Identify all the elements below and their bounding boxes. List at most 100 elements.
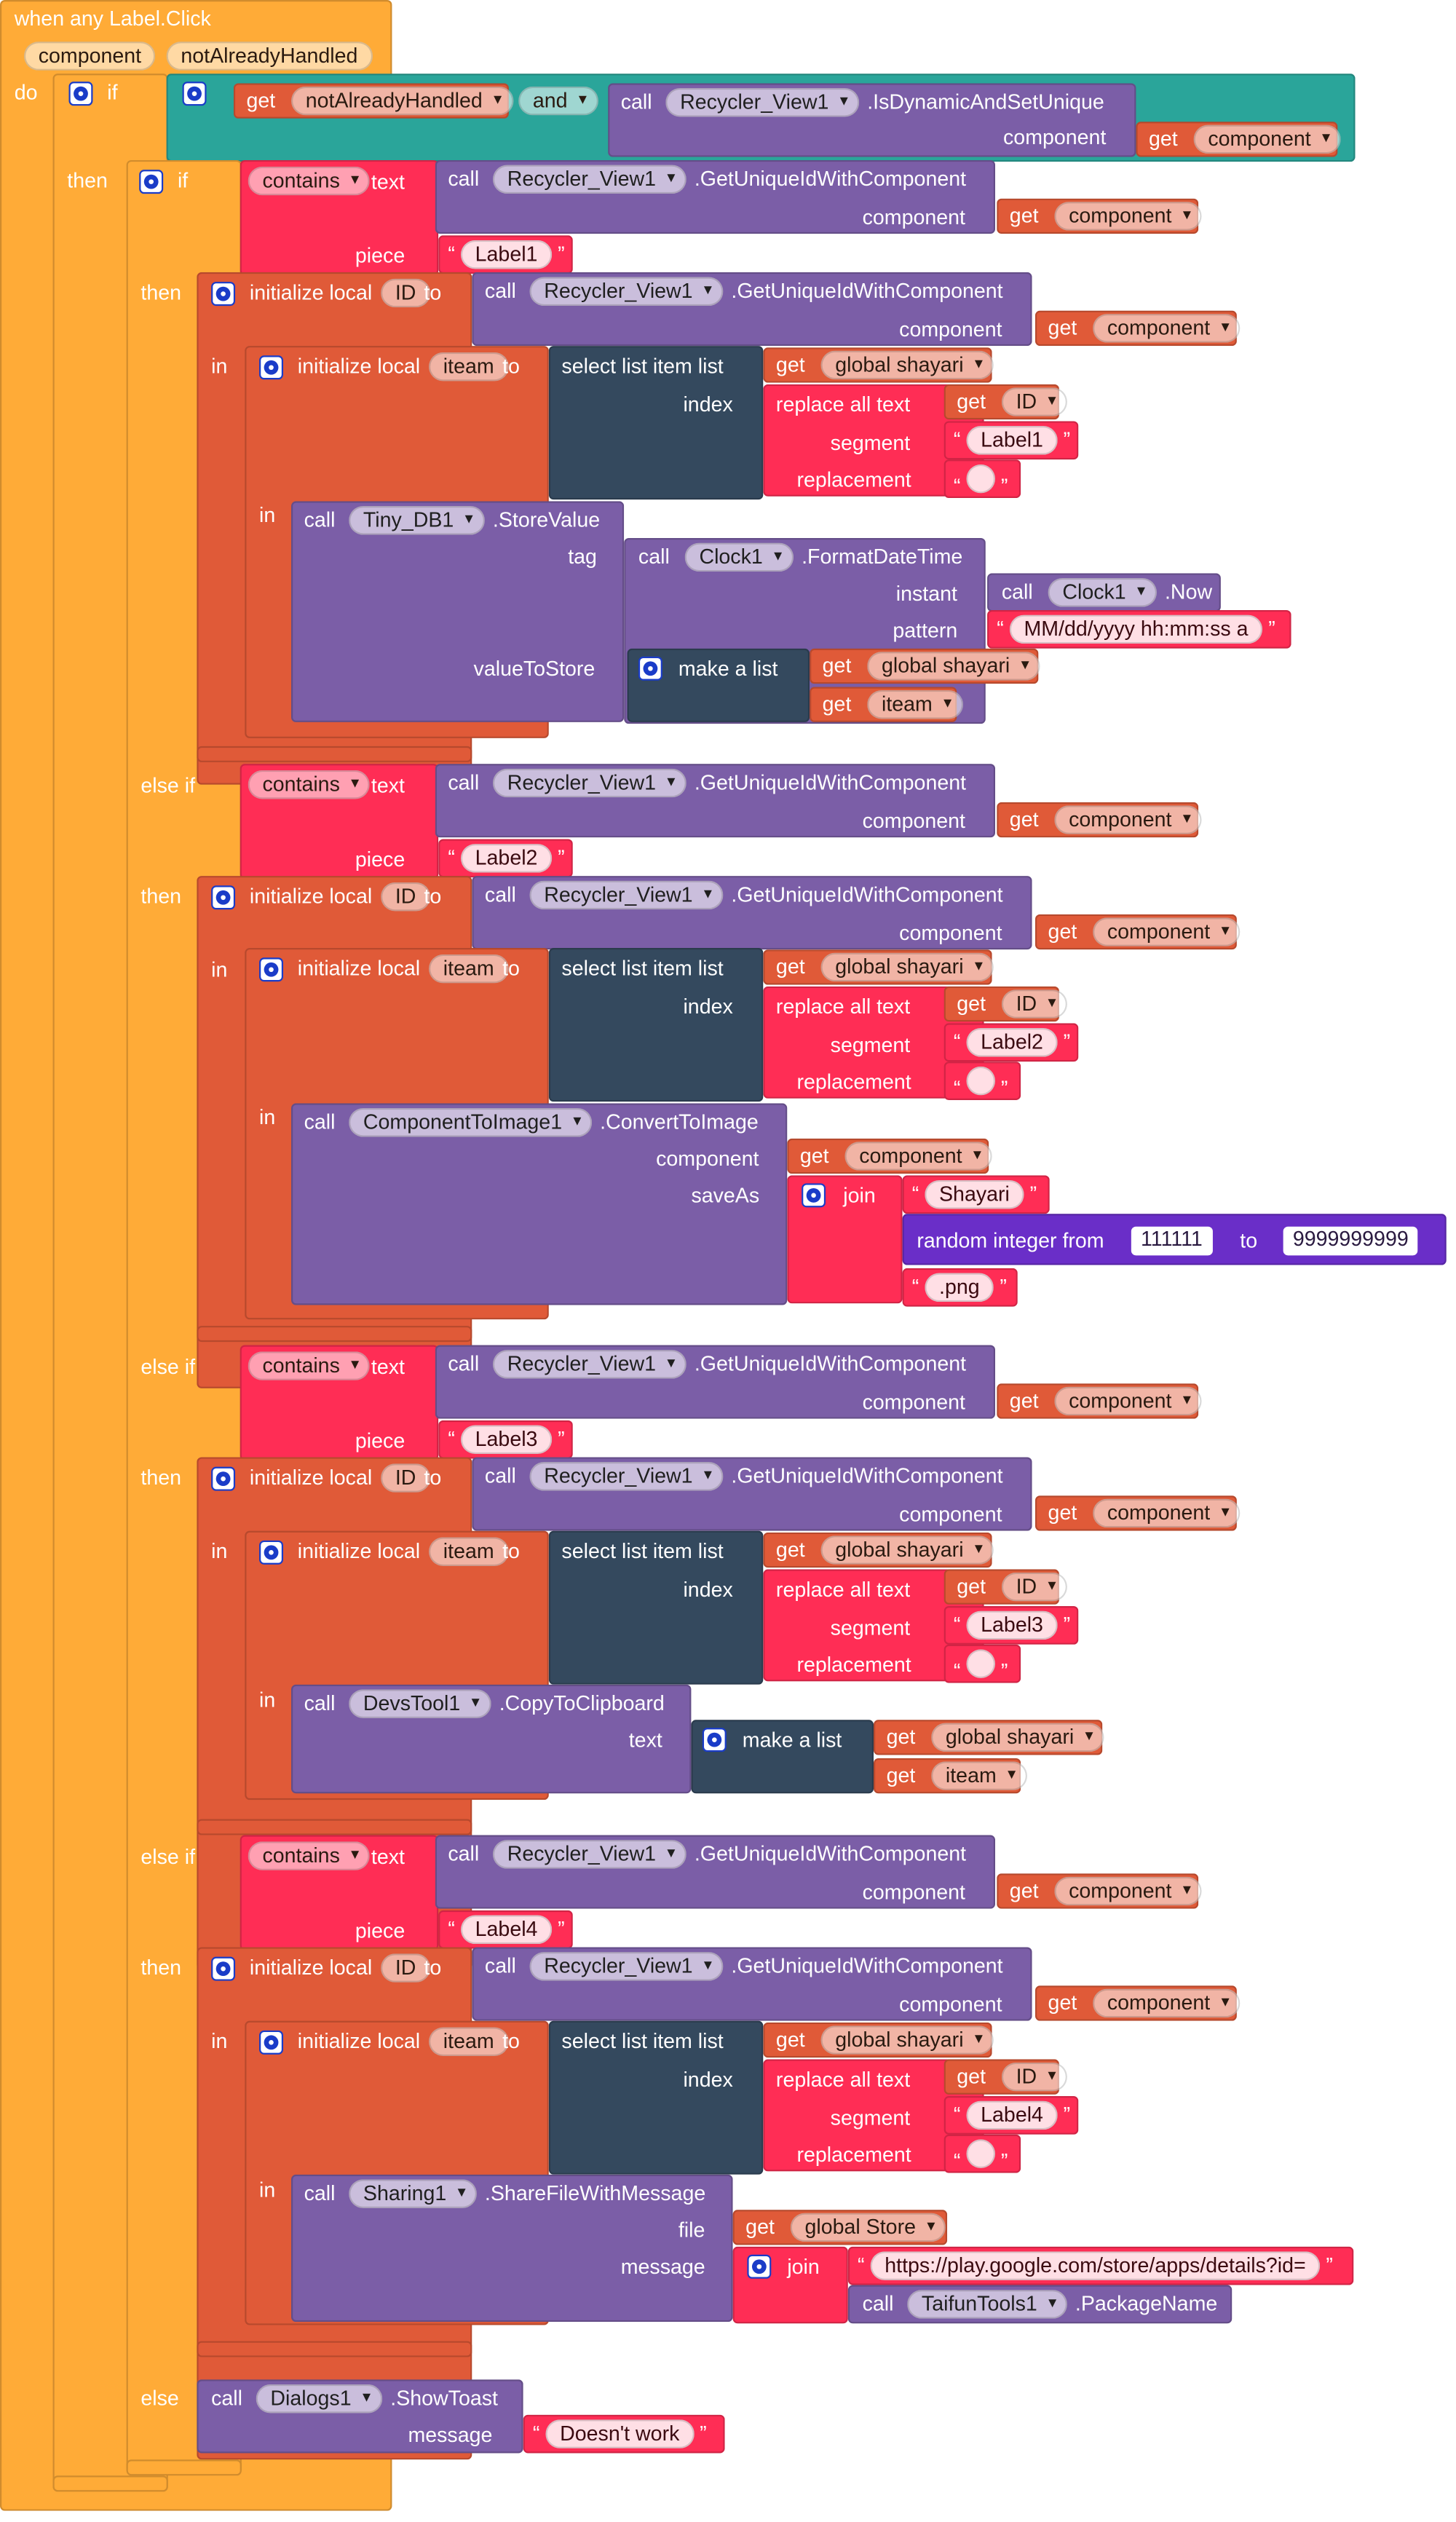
contains-dropdown[interactable]: contains [248,1351,371,1380]
string-value-field[interactable]: Label1 [460,240,553,269]
component-dropdown[interactable]: ComponentToImage1 [349,1107,593,1137]
string-value-field[interactable]: Label4 [966,2100,1058,2130]
component-dropdown[interactable]: Clock1 [1048,577,1157,607]
string-value-field[interactable]: Shayari [925,1179,1024,1209]
outer-if-bottom[interactable] [52,2475,168,2492]
string-value-field[interactable] [966,464,995,494]
mutator-gear-icon[interactable] [702,1728,727,1752]
mutator-gear-icon[interactable] [211,885,236,910]
component-dropdown[interactable]: TaifunTools1 [907,2290,1068,2319]
variable-dropdown[interactable]: iteam [867,689,963,719]
local-name-field[interactable]: ID [381,1953,431,1983]
variable-dropdown[interactable]: component [1054,805,1203,834]
component-dropdown[interactable]: Recycler_View1 [492,1840,687,1869]
variable-dropdown[interactable]: ID [1001,989,1067,1019]
variable-dropdown[interactable]: notAlreadyHandled [290,86,513,116]
variable-dropdown[interactable]: global shayari [820,2025,994,2055]
variable-dropdown[interactable]: ID [1001,1572,1067,1602]
local-name-field[interactable]: iteam [429,954,509,984]
event-param-not-already-handled[interactable]: notAlreadyHandled [166,41,373,71]
variable-dropdown[interactable]: ID [1001,2062,1067,2092]
local-name-field[interactable]: ID [381,278,431,308]
init-local-id-bottom[interactable] [197,1819,472,1835]
mutator-gear-icon[interactable] [259,1540,284,1565]
local-name-field[interactable]: iteam [429,2027,509,2057]
inner-if-bottom[interactable] [126,2459,242,2476]
variable-dropdown[interactable]: global shayari [931,1723,1104,1752]
component-dropdown[interactable]: Recycler_View1 [529,277,724,307]
mutator-gear-icon[interactable] [638,656,662,681]
random-from-field[interactable]: 111111 [1131,1226,1212,1256]
string-value-field[interactable]: Label4 [460,1915,553,1945]
variable-dropdown[interactable]: component [1054,202,1203,231]
local-name-field[interactable]: ID [381,882,431,912]
component-dropdown[interactable]: Recycler_View1 [492,768,687,798]
variable-dropdown[interactable]: component [844,1142,993,1171]
variable-dropdown[interactable]: component [1093,1988,1241,2018]
contains-dropdown[interactable]: contains [248,166,371,196]
string-value-field[interactable] [966,2139,995,2168]
select-list-item-block[interactable] [548,346,764,500]
contains-dropdown[interactable]: contains [248,770,371,799]
variable-dropdown[interactable]: component [1054,1876,1203,1906]
string-value-field[interactable]: Label2 [966,1028,1058,1057]
mutator-gear-icon[interactable] [747,2254,772,2279]
string-value-field[interactable]: Label3 [460,1425,553,1455]
select-list-item-block[interactable] [548,948,764,1102]
mutator-gear-icon[interactable] [68,82,93,106]
and-operator-dropdown[interactable]: and [518,86,598,116]
init-local-id-bottom[interactable] [197,746,472,762]
mutator-gear-icon[interactable] [211,1466,236,1491]
init-local-id-bottom[interactable] [197,1326,472,1343]
event-param-component[interactable]: component [23,41,156,71]
mutator-gear-icon[interactable] [211,282,236,307]
component-dropdown[interactable]: Recycler_View1 [665,87,860,117]
component-dropdown[interactable]: Tiny_DB1 [349,506,485,535]
component-dropdown[interactable]: Dialogs1 [256,2384,382,2414]
call-get-unique-id[interactable] [435,1345,996,1419]
mutator-gear-icon[interactable] [259,957,284,982]
variable-dropdown[interactable]: global shayari [820,1535,994,1565]
mutator-gear-icon[interactable] [139,170,164,194]
select-list-item-block[interactable] [548,1530,764,1685]
mutator-gear-icon[interactable] [211,1956,236,1981]
variable-dropdown[interactable]: component [1054,1386,1203,1416]
variable-dropdown[interactable]: component [1093,314,1241,343]
component-dropdown[interactable]: DevsTool1 [349,1689,491,1718]
variable-dropdown[interactable]: global shayari [820,952,994,982]
string-value-field[interactable]: https://play.google.com/store/apps/detai… [870,2251,1321,2280]
select-list-item-block[interactable] [548,2020,764,2175]
variable-dropdown[interactable]: component [1193,124,1342,154]
variable-dropdown[interactable]: global shayari [820,350,994,380]
component-dropdown[interactable]: Recycler_View1 [492,165,687,194]
string-value-field[interactable]: .png [925,1273,994,1302]
local-name-field[interactable]: ID [381,1463,431,1493]
string-value-field[interactable]: Label1 [966,426,1058,455]
call-store-value[interactable] [290,501,625,722]
local-name-field[interactable]: iteam [429,352,509,382]
contains-dropdown[interactable]: contains [248,1841,371,1870]
variable-dropdown[interactable]: component [1093,1498,1241,1528]
component-dropdown[interactable]: Recycler_View1 [529,1952,724,1981]
random-to-field[interactable]: 9999999999 [1283,1226,1418,1256]
string-value-field[interactable] [966,1649,995,1678]
variable-dropdown[interactable]: global shayari [867,652,1041,681]
string-value-field[interactable]: Label2 [460,844,553,873]
mutator-gear-icon[interactable] [802,1183,826,1208]
init-local-id-bottom[interactable] [197,2341,472,2357]
component-dropdown[interactable]: Clock1 [684,542,794,572]
mutator-gear-icon[interactable] [259,2030,284,2055]
string-value-field[interactable] [966,1066,995,1096]
mutator-gear-icon[interactable] [259,355,284,380]
component-dropdown[interactable]: Sharing1 [349,2179,478,2208]
component-dropdown[interactable]: Recycler_View1 [492,1350,687,1379]
variable-dropdown[interactable]: ID [1001,387,1067,416]
variable-dropdown[interactable]: component [1093,917,1241,946]
string-value-field[interactable]: Doesn't work [545,2419,695,2448]
mutator-gear-icon[interactable] [182,82,207,106]
local-name-field[interactable]: iteam [429,1537,509,1567]
variable-dropdown[interactable]: global Store [790,2213,946,2242]
call-copy-to-clipboard[interactable] [290,1684,692,1794]
variable-dropdown[interactable]: iteam [931,1761,1027,1790]
string-value-field[interactable]: Label3 [966,1610,1058,1640]
